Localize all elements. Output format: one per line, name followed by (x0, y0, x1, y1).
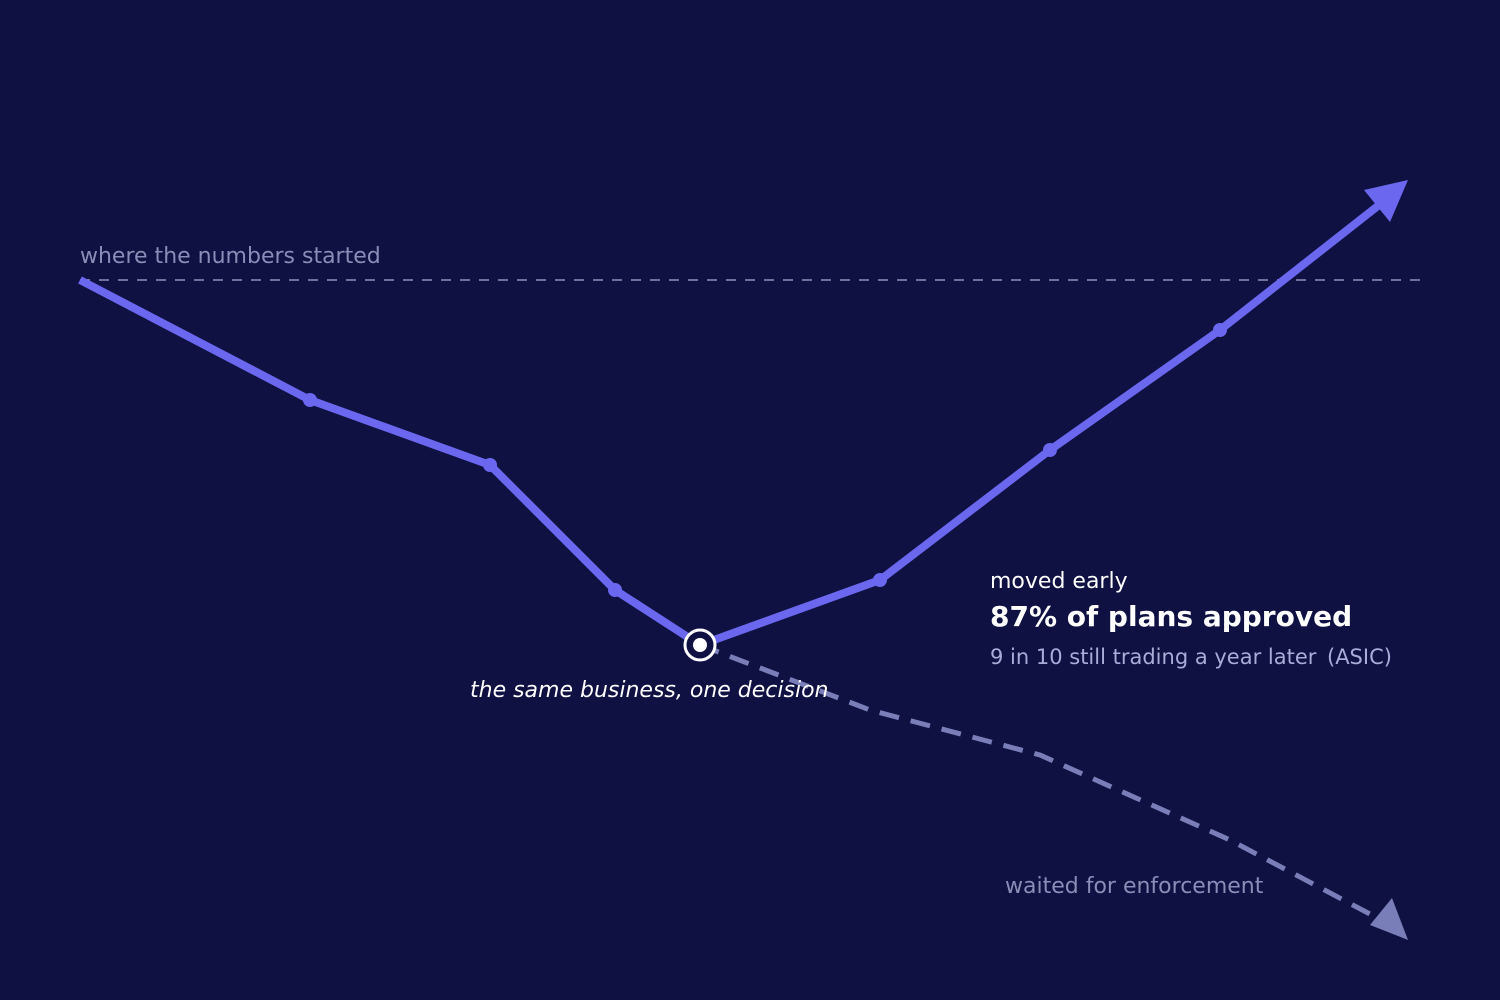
dot (303, 393, 317, 407)
early-arrowhead (1364, 180, 1408, 222)
late-path (699, 642, 1387, 925)
pivot-label: the same business, one decision (470, 678, 829, 703)
early-source: (ASIC) (1327, 645, 1392, 669)
late-label: waited for enforcement (1005, 874, 1264, 899)
dot (1213, 323, 1227, 337)
baseline-label: where the numbers started (80, 244, 381, 269)
dot (608, 583, 622, 597)
early-headline: 87% of plans approved (990, 600, 1352, 633)
pivot-dot (693, 638, 707, 652)
dot (1043, 443, 1057, 457)
path-dots (303, 323, 1227, 597)
dot (483, 458, 497, 472)
dot (873, 573, 887, 587)
early-detail: 9 in 10 still trading a year later (990, 645, 1317, 669)
late-arrowhead (1370, 898, 1408, 940)
early-label: moved early (990, 569, 1128, 594)
